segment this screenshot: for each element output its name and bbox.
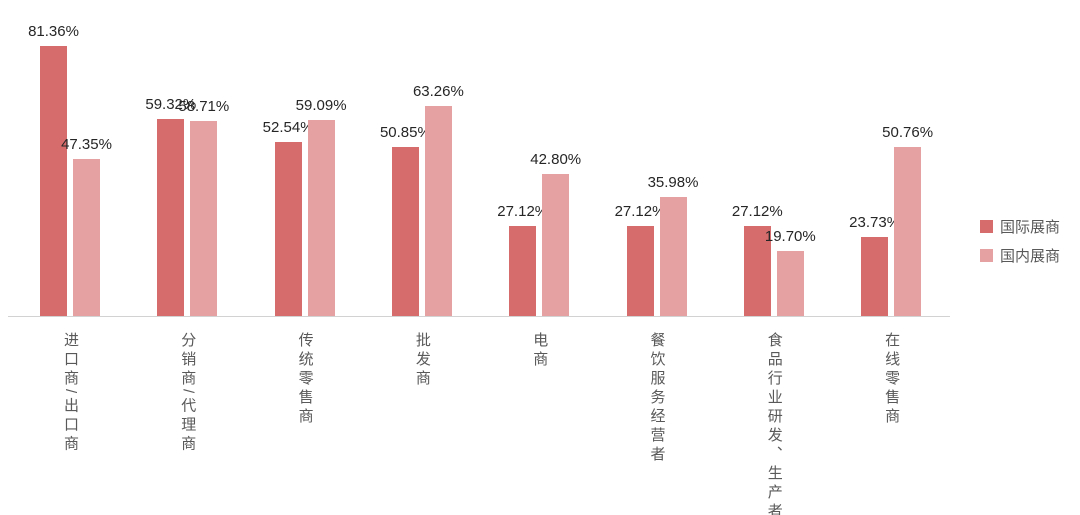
value-label: 59.09%: [295, 96, 347, 114]
category-label: 分销商/代理商: [179, 332, 197, 455]
bar-domestic: [542, 173, 570, 316]
bar-domestic: [776, 250, 804, 316]
bar-international: [40, 45, 67, 316]
value-label: 23.73%: [849, 214, 901, 232]
bar-domestic: [190, 121, 218, 316]
bar-international: [391, 147, 419, 316]
value-label: 47.35%: [61, 135, 112, 153]
category-label: 电商: [531, 332, 549, 370]
category-label: 在线零售商: [883, 332, 901, 427]
value-label: 27.12%: [497, 202, 549, 220]
value-label: 63.26%: [412, 82, 464, 100]
bar-domestic: [659, 196, 687, 316]
value-label: 50.85%: [379, 124, 431, 142]
value-label: 81.36%: [28, 22, 79, 40]
category-label: 餐饮服务经营者: [648, 332, 666, 465]
value-label: 19.70%: [764, 227, 816, 245]
value-label: 50.76%: [882, 124, 934, 142]
x-axis-line: [8, 316, 950, 317]
bar-international: [743, 225, 771, 316]
legend-label-international: 国际展商: [1000, 219, 1061, 236]
bar-international: [626, 225, 654, 316]
legend-swatch-international: [980, 220, 993, 233]
bar-international: [274, 141, 302, 316]
category-label: 传统零售商: [296, 332, 314, 427]
value-label: 27.12%: [731, 202, 783, 220]
legend-item-international: 国际展商: [980, 216, 1060, 237]
bar-domestic: [894, 147, 922, 316]
value-label: 35.98%: [647, 173, 699, 191]
legend-item-domestic: 国内展商: [980, 245, 1060, 266]
bar-international: [861, 237, 889, 316]
value-label: 58.71%: [178, 98, 230, 116]
legend-swatch-domestic: [980, 249, 993, 262]
value-label: 59.32%: [145, 96, 197, 114]
legend: 国际展商 国内展商: [980, 216, 1060, 266]
value-label: 42.80%: [530, 150, 582, 168]
category-label: 食品行业研发、生产者: [765, 332, 783, 515]
bar-domestic: [424, 105, 452, 316]
value-label: 52.54%: [262, 118, 314, 136]
bar-international: [157, 119, 185, 316]
bar-domestic: [307, 119, 335, 316]
value-label: 27.12%: [614, 202, 666, 220]
bar-domestic: [73, 158, 100, 316]
bar-international: [509, 225, 537, 316]
legend-label-domestic: 国内展商: [1000, 248, 1061, 265]
category-label: 批发商: [413, 332, 431, 389]
category-label: 进口商/出口商: [62, 332, 79, 455]
